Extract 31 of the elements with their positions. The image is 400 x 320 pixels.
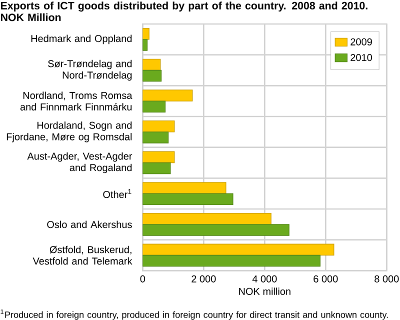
y-tick-label: Nordland, Troms Romsa and Finnmark Finnmárku <box>20 92 132 110</box>
bar <box>142 244 334 256</box>
y-tick-label: Other$^{1}$ <box>103 189 132 198</box>
chart-title: Exports of ICT goods distributed by part of the country. 2008 and 2010. NOK Million <box>0 2 368 22</box>
bar <box>142 151 175 164</box>
x-tick-label: 8 000 <box>374 275 399 282</box>
y-tick-label: Oslo and Akershus <box>47 220 132 228</box>
bar <box>142 58 161 71</box>
bar <box>142 70 162 82</box>
x-tick-label: 6 000 <box>314 275 338 282</box>
y-tick-label: Sør-Trøndelag and Nord-Trøndelag <box>48 60 132 81</box>
bar <box>142 193 234 206</box>
bar <box>142 212 272 225</box>
y-tick-label: Hordaland, Sogn and Fjordane, Møre og Romsdal <box>6 122 132 142</box>
bar <box>142 39 148 51</box>
x-axis-title: NOK million <box>239 288 290 295</box>
y-tick-label: Aust-Agder, Vest-Agder and Rogaland <box>27 152 132 174</box>
y-tick-label: Hedmark and Oppland <box>31 34 132 44</box>
bar <box>142 162 171 174</box>
x-tick-label: 0 <box>140 275 146 282</box>
bar <box>142 224 290 236</box>
bar <box>142 120 175 132</box>
bar <box>142 254 321 267</box>
bar <box>142 132 169 144</box>
x-tick-label: 2 000 <box>192 275 216 282</box>
x-tick-label: 4 000 <box>252 275 277 282</box>
legend-label: 2010 <box>350 54 372 62</box>
y-tick-label: Østfold, Buskerud, Vestfold and Telemark <box>32 246 132 265</box>
legend-label: 2009 <box>350 38 372 46</box>
text: $^{1}$Produced in foreign country, produced in foreign country for direct transit and unknown county. <box>0 309 388 320</box>
bar <box>142 100 166 113</box>
